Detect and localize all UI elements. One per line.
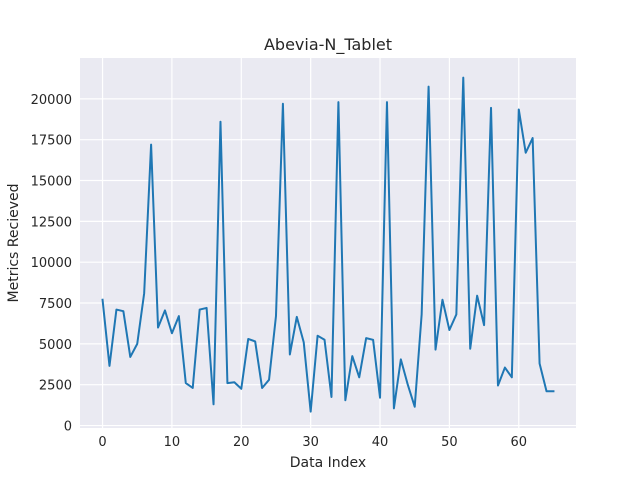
y-tick-label: 20000	[31, 93, 72, 108]
y-tick-label: 7500	[39, 297, 72, 312]
y-tick-label: 0	[64, 420, 72, 435]
grid-lines	[80, 58, 576, 428]
x-tick-labels: 0 10 20 30 40 50 60	[98, 435, 527, 450]
x-tick-label: 50	[441, 435, 458, 450]
chart-title: Abevia-N_Tablet	[264, 35, 392, 55]
y-axis-label: Metrics Recieved	[6, 184, 22, 303]
y-tick-label: 17500	[31, 134, 72, 149]
x-axis-label: Data Index	[290, 455, 366, 471]
x-tick-label: 60	[510, 435, 527, 450]
y-tick-label: 15000	[31, 175, 72, 190]
x-tick-label: 20	[233, 435, 250, 450]
y-tick-label: 10000	[31, 256, 72, 271]
y-tick-label: 2500	[39, 379, 72, 394]
x-tick-label: 40	[372, 435, 389, 450]
series-line	[101, 76, 555, 413]
x-tick-label: 30	[302, 435, 319, 450]
y-tick-labels: 0 2500 5000 7500 10000 12500 15000 17500 20000	[31, 93, 72, 435]
x-tick-label: 10	[164, 435, 181, 450]
x-tick-label: 0	[98, 435, 106, 450]
y-tick-label: 5000	[39, 338, 72, 353]
y-tick-label: 12500	[31, 215, 72, 230]
